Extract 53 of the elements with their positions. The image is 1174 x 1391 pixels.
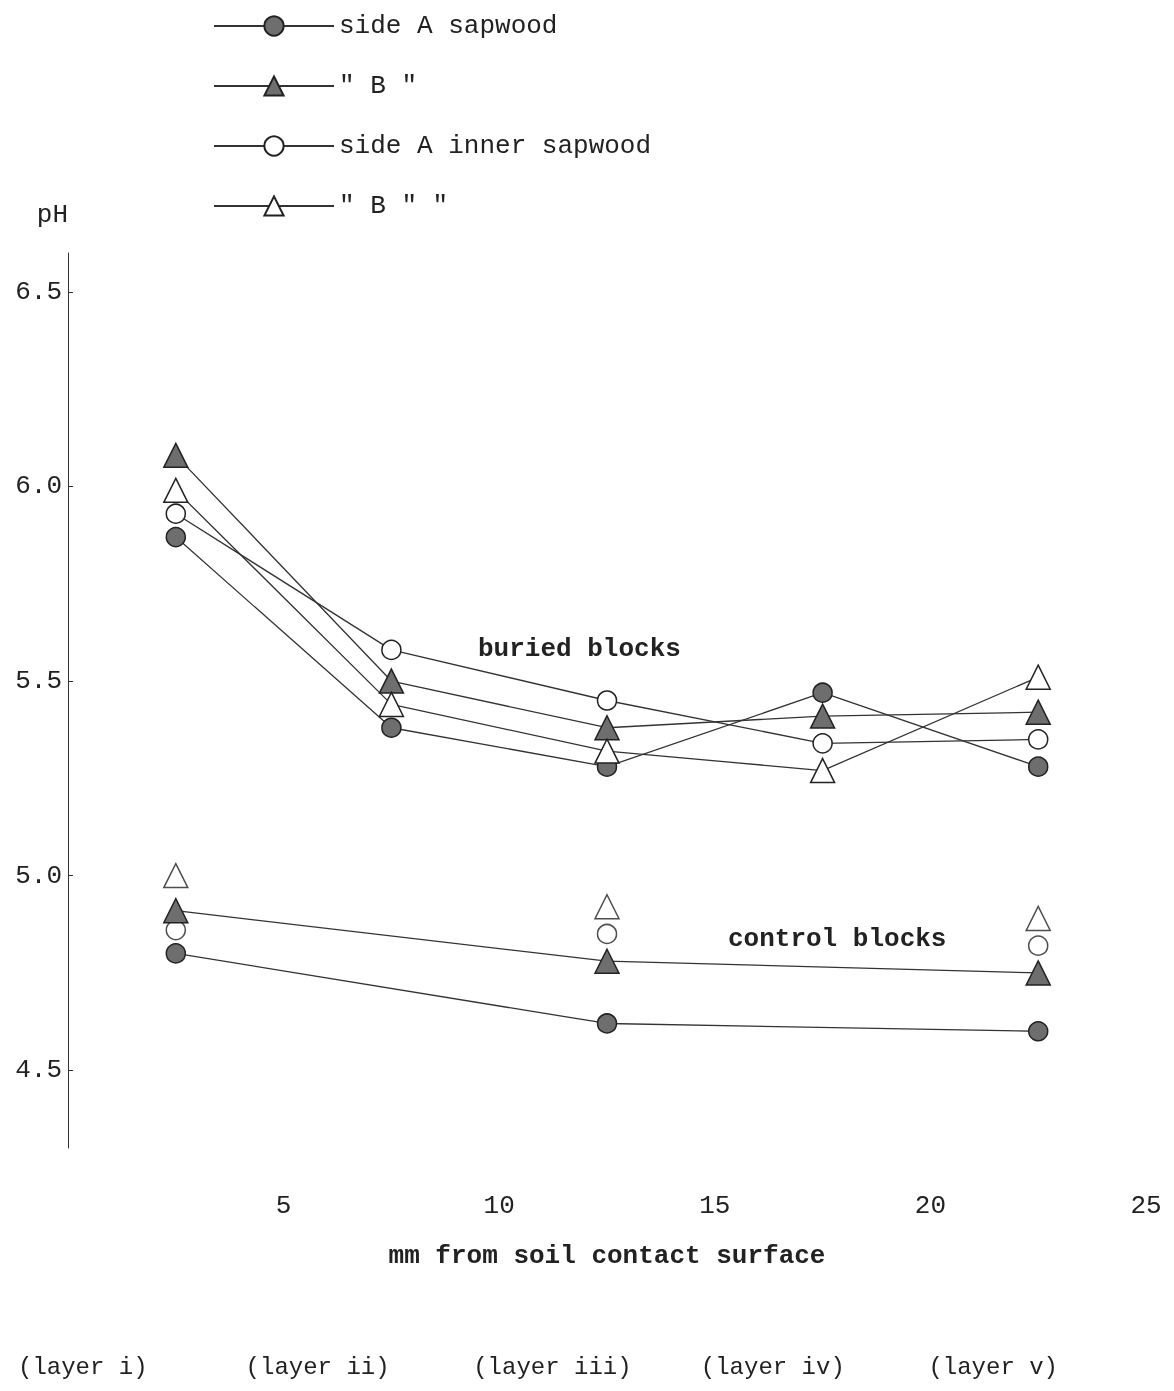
point [596,690,618,711]
point [594,948,620,974]
y-tick-label: 5.0 [15,860,62,891]
annotation: buried blocks [478,634,681,664]
annotation: control blocks [728,924,947,954]
point [163,477,189,504]
point [812,682,833,703]
point [596,1013,618,1034]
text: (layer iii) [473,1353,632,1381]
point [1025,905,1051,932]
point [596,923,618,945]
point [1027,935,1049,956]
point [594,714,620,741]
y-tick-label: 6.0 [15,471,62,502]
y-tick-label: 6.5 [15,276,62,307]
point [809,703,836,729]
point [163,862,189,889]
point [165,943,187,964]
point [165,526,187,548]
point [1027,729,1049,750]
point [594,738,620,764]
point [1027,1021,1049,1042]
point [163,897,189,924]
point [378,691,405,718]
x-tick-label: 20 [914,1191,947,1221]
legend-label: " B " " [339,191,449,221]
point [1025,664,1051,690]
point [378,668,405,694]
point [594,893,620,920]
legend-label: " B " [339,71,418,101]
text: (layer v) [928,1353,1059,1381]
point [1025,699,1051,725]
x-tick-label: 5 [275,1191,292,1221]
y-axis-title: pH [36,200,68,230]
point [1025,960,1051,986]
point [812,733,833,754]
x-tick-label: 10 [483,1191,515,1221]
point [163,442,189,469]
point [381,717,402,738]
x-tick-label: 15 [699,1191,731,1221]
legend-label: side A inner sapwood [339,131,652,161]
text: (layer ii) [245,1353,390,1381]
x-tick-label: 25 [1130,1191,1162,1221]
text: (layer i) [18,1353,148,1381]
point [381,639,402,661]
x-axis-title: mm from soil contact surface [388,1241,826,1271]
y-tick-label: 5.5 [15,666,62,697]
legend-label: side A sapwood [339,11,558,41]
point [1027,756,1049,777]
point [809,757,836,784]
text: (layer iv) [700,1353,845,1381]
point [165,503,187,524]
y-tick-label: 4.5 [15,1055,62,1086]
